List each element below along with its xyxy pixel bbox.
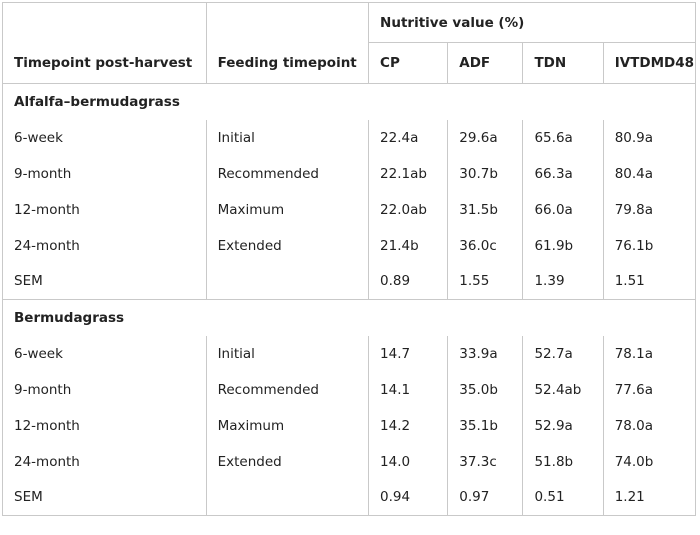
timepoint-cell: 6-week: [2, 119, 207, 156]
feeding-cell: Maximum: [205, 191, 370, 228]
feeding-cell: Extended: [205, 227, 370, 264]
header-ivtdmd48: IVTDMD48: [602, 42, 697, 84]
table-row: 9-month Recommended 14.1 35.0b 52.4ab 77…: [2, 371, 697, 408]
cp-cell: 22.0ab: [368, 191, 449, 228]
table-row: 12-month Maximum 14.2 35.1b 52.9a 78.0a: [2, 407, 697, 444]
adf-cell: 33.9a: [447, 335, 524, 372]
table-row: 24-month Extended 14.0 37.3c 51.8b 74.0b: [2, 443, 697, 480]
cp-cell: 14.2: [368, 407, 449, 444]
cp-cell: 0.89: [368, 263, 449, 300]
cp-cell: 22.1ab: [368, 155, 449, 192]
feeding-cell: Initial: [205, 119, 370, 156]
feeding-cell: Maximum: [205, 407, 370, 444]
header-adf: ADF: [447, 42, 524, 84]
group-row-alfalfa: Alfalfa–bermudagrass: [2, 83, 696, 120]
cp-cell: 22.4a: [368, 119, 449, 156]
adf-cell: 30.7b: [447, 155, 524, 192]
timepoint-cell: SEM: [2, 263, 207, 300]
nutritive-value-table: Timepoint post-harvest Feeding timepoint…: [2, 2, 697, 516]
header-cp: CP: [368, 42, 449, 84]
adf-cell: 0.97: [447, 479, 524, 516]
timepoint-cell: SEM: [2, 479, 207, 516]
cp-cell: 21.4b: [368, 227, 449, 264]
table-row: 6-week Initial 14.7 33.9a 52.7a 78.1a: [2, 335, 697, 372]
ivtdmd-cell: 79.8a: [602, 191, 697, 228]
tdn-cell: 52.9a: [522, 407, 604, 444]
feeding-cell: Initial: [205, 335, 370, 372]
ivtdmd-cell: 78.1a: [602, 335, 697, 372]
feeding-cell: [205, 263, 370, 300]
table-row-sem: SEM 0.89 1.55 1.39 1.51: [2, 263, 697, 300]
tdn-cell: 66.0a: [522, 191, 604, 228]
table-row: 12-month Maximum 22.0ab 31.5b 66.0a 79.8…: [2, 191, 697, 228]
feeding-cell: Extended: [205, 443, 370, 480]
tdn-cell: 65.6a: [522, 119, 604, 156]
timepoint-cell: 6-week: [2, 335, 207, 372]
cp-cell: 14.1: [368, 371, 449, 408]
timepoint-cell: 24-month: [2, 227, 207, 264]
ivtdmd-cell: 80.9a: [602, 119, 697, 156]
cp-cell: 14.7: [368, 335, 449, 372]
adf-cell: 29.6a: [447, 119, 524, 156]
header-nutritive-value: Nutritive value (%): [368, 2, 696, 43]
adf-cell: 31.5b: [447, 191, 524, 228]
ivtdmd-cell: 80.4a: [602, 155, 697, 192]
ivtdmd-cell: 77.6a: [602, 371, 697, 408]
timepoint-cell: 9-month: [2, 155, 207, 192]
table-row-sem: SEM 0.94 0.97 0.51 1.21: [2, 479, 697, 516]
timepoint-cell: 9-month: [2, 371, 207, 408]
timepoint-cell: 12-month: [2, 407, 207, 444]
feeding-cell: Recommended: [205, 371, 370, 408]
adf-cell: 36.0c: [447, 227, 524, 264]
tdn-cell: 66.3a: [522, 155, 604, 192]
tdn-cell: 1.39: [522, 263, 604, 300]
cp-cell: 0.94: [368, 479, 449, 516]
group-label: Bermudagrass: [2, 299, 696, 336]
header-tdn: TDN: [522, 42, 604, 84]
feeding-cell: Recommended: [205, 155, 370, 192]
group-label: Alfalfa–bermudagrass: [2, 83, 696, 120]
tdn-cell: 0.51: [522, 479, 604, 516]
adf-cell: 37.3c: [447, 443, 524, 480]
adf-cell: 1.55: [447, 263, 524, 300]
table-row: 24-month Extended 21.4b 36.0c 61.9b 76.1…: [2, 227, 697, 264]
header-row-bottom: CP ADF TDN IVTDMD48: [3, 42, 697, 84]
tdn-cell: 52.7a: [522, 335, 604, 372]
table-row: 9-month Recommended 22.1ab 30.7b 66.3a 8…: [2, 155, 697, 192]
adf-cell: 35.0b: [447, 371, 524, 408]
ivtdmd-cell: 74.0b: [602, 443, 697, 480]
cp-cell: 14.0: [368, 443, 449, 480]
ivtdmd-cell: 78.0a: [602, 407, 697, 444]
ivtdmd-cell: 76.1b: [602, 227, 697, 264]
group-row-bermudagrass: Bermudagrass: [2, 299, 696, 336]
tdn-cell: 61.9b: [522, 227, 604, 264]
tdn-cell: 51.8b: [522, 443, 604, 480]
timepoint-cell: 12-month: [2, 191, 207, 228]
header-timepoint-post-harvest: Timepoint post-harvest: [2, 2, 207, 84]
adf-cell: 35.1b: [447, 407, 524, 444]
header-feeding-timepoint: Feeding timepoint: [205, 2, 370, 84]
header-row-top: Timepoint post-harvest Feeding timepoint…: [2, 2, 696, 84]
feeding-cell: [205, 479, 370, 516]
timepoint-cell: 24-month: [2, 443, 207, 480]
ivtdmd-cell: 1.51: [602, 263, 697, 300]
table-row: 6-week Initial 22.4a 29.6a 65.6a 80.9a: [2, 119, 697, 156]
tdn-cell: 52.4ab: [522, 371, 604, 408]
ivtdmd-cell: 1.21: [602, 479, 697, 516]
